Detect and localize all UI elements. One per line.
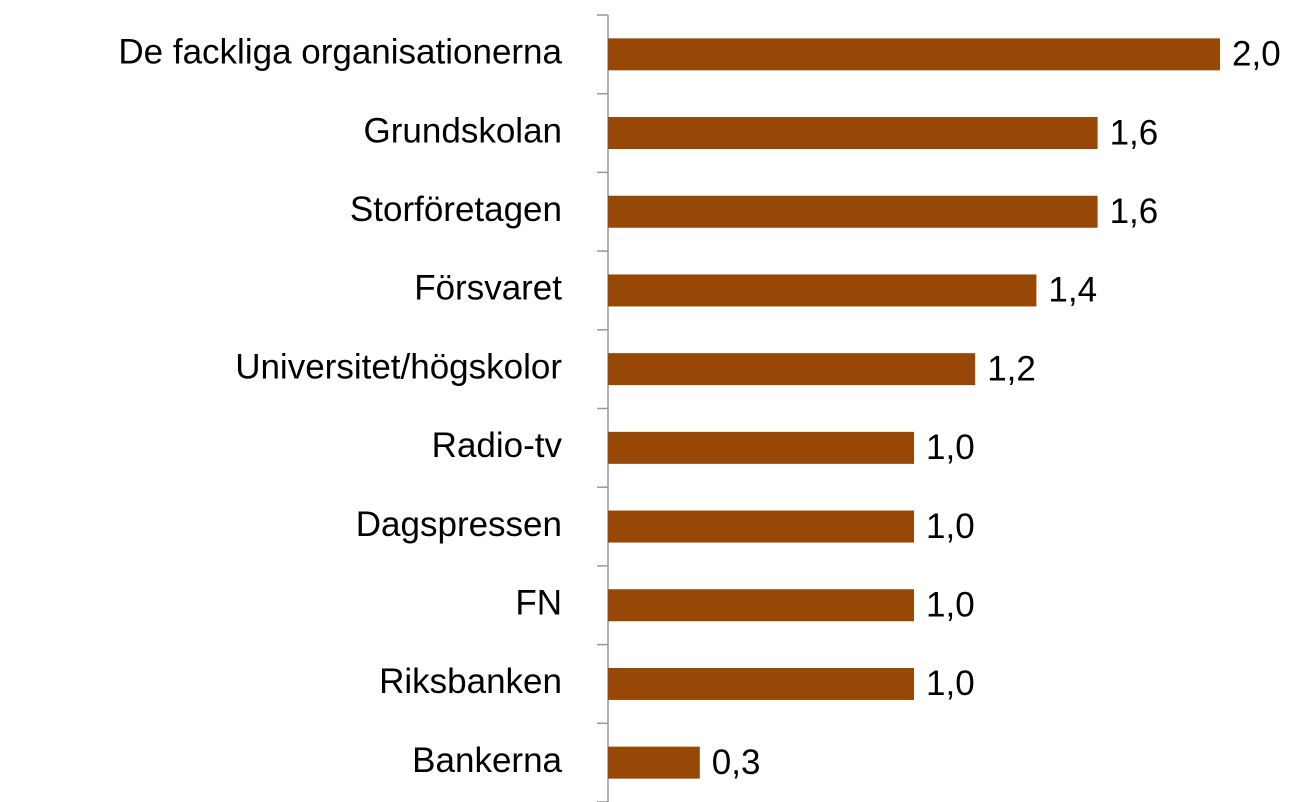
category-label: Universitet/högskolor <box>235 347 562 386</box>
value-label: 1,0 <box>926 428 975 467</box>
value-label: 1,0 <box>926 664 975 703</box>
category-label: De fackliga organisationerna <box>118 33 562 72</box>
value-label: 1,6 <box>1110 113 1159 152</box>
bar <box>608 195 1098 228</box>
value-label: 0,3 <box>712 743 761 782</box>
bar <box>608 274 1037 307</box>
category-label: Storföretagen <box>350 190 562 229</box>
category-label: Dagspressen <box>356 505 562 544</box>
value-label: 1,4 <box>1048 271 1097 310</box>
bar <box>608 117 1098 150</box>
bar <box>608 431 914 464</box>
bar <box>608 746 700 779</box>
value-label: 2,0 <box>1232 35 1281 74</box>
bar <box>608 667 914 700</box>
category-label: Riksbanken <box>379 662 562 701</box>
category-label: Grundskolan <box>364 111 562 150</box>
bar <box>608 38 1220 71</box>
value-label: 1,0 <box>926 586 975 625</box>
bar <box>608 510 914 543</box>
value-label: 1,6 <box>1110 192 1159 231</box>
category-label: FN <box>515 584 562 623</box>
bar <box>608 353 976 386</box>
bar <box>608 589 914 622</box>
value-label: 1,2 <box>987 349 1036 388</box>
category-label: Radio-tv <box>432 426 563 465</box>
category-label: Bankerna <box>412 741 562 780</box>
value-label: 1,0 <box>926 507 975 546</box>
category-label: Försvaret <box>414 269 562 308</box>
